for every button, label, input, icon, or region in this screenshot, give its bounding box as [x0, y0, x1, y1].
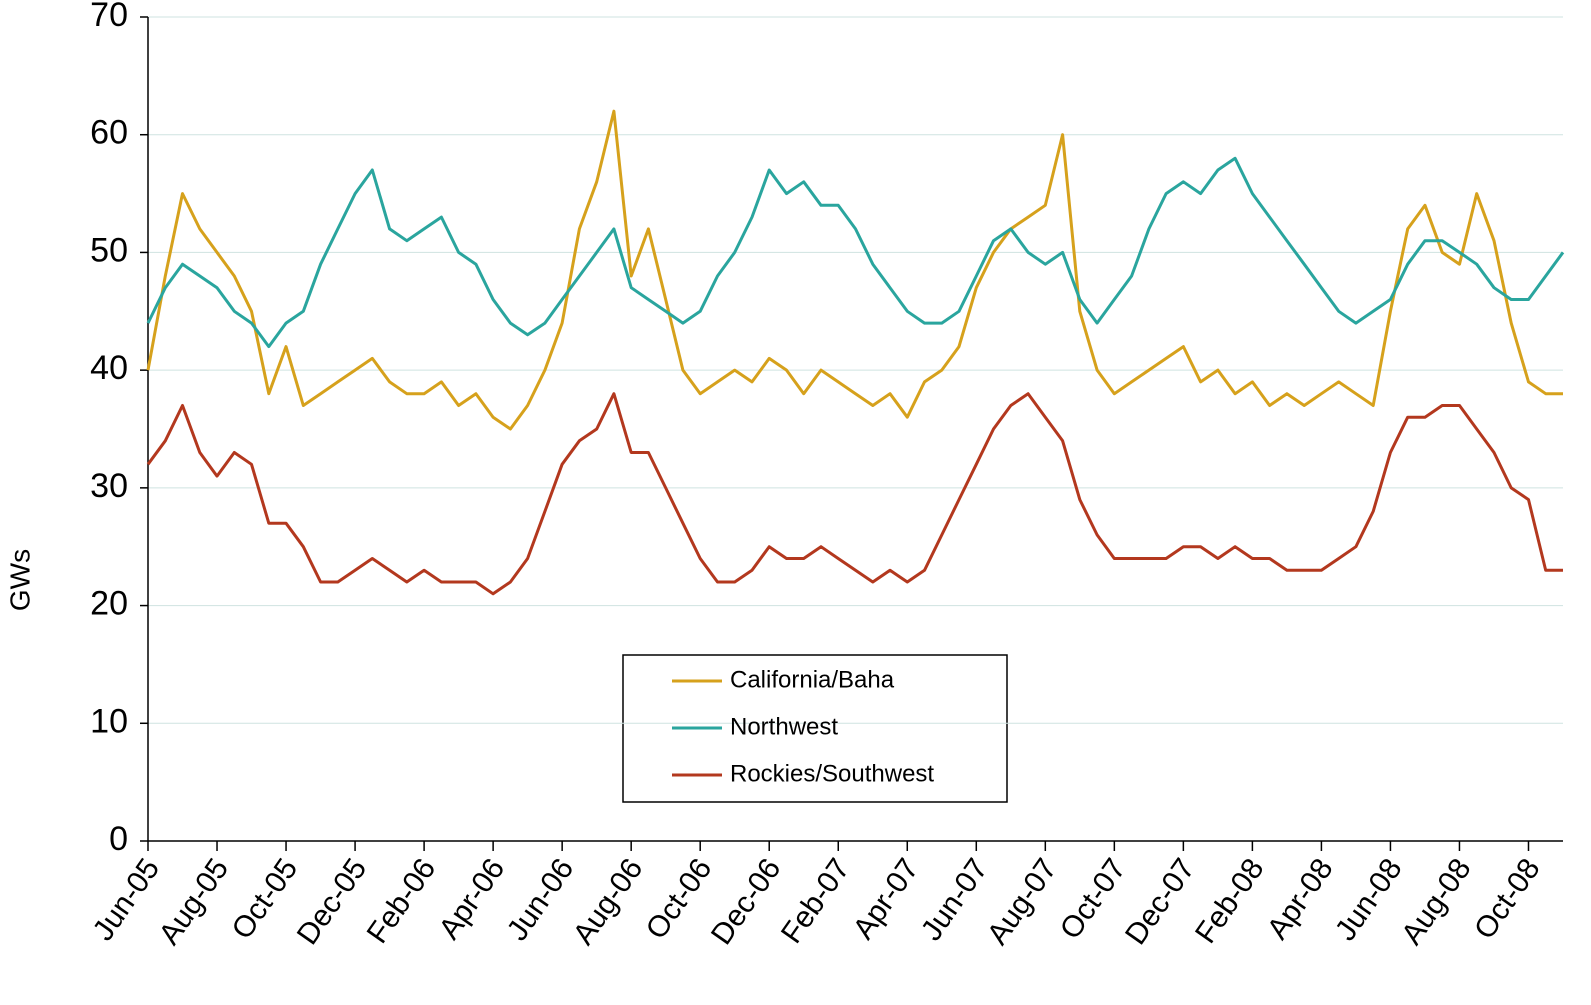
y-tick-label: 50: [90, 231, 128, 269]
legend-label: Northwest: [730, 713, 838, 740]
series-line: [146, 109, 1563, 431]
x-tick-label: Feb-06: [361, 853, 443, 950]
series-line: [146, 156, 1565, 349]
y-tick-label: 30: [90, 467, 128, 505]
y-tick-label: 0: [109, 820, 128, 858]
x-tick-label: Oct-08: [1468, 853, 1547, 946]
y-tick-label: 20: [90, 585, 128, 623]
x-tick-label: Aug-07: [981, 853, 1064, 951]
legend-label: Rockies/Southwest: [730, 760, 934, 787]
x-tick-label: Aug-08: [1395, 853, 1478, 951]
x-tick-label: Aug-05: [153, 853, 236, 951]
y-tick-label: 40: [90, 349, 128, 387]
legend-label: California/Baha: [730, 666, 895, 693]
x-tick-label: Feb-08: [1189, 853, 1271, 950]
x-tick-label: Dec-07: [1119, 853, 1202, 951]
y-axis-label: GWs: [4, 549, 35, 611]
y-tick-label: 60: [90, 114, 128, 152]
y-tick-label: 10: [90, 702, 128, 740]
x-tick-label: Apr-06: [433, 853, 512, 946]
x-tick-label: Apr-08: [1261, 853, 1340, 946]
x-tick-label: Aug-06: [567, 853, 650, 951]
series-line: [146, 392, 1563, 596]
x-tick-label: Dec-05: [291, 853, 374, 951]
y-tick-label: 70: [90, 0, 128, 34]
x-tick-label: Dec-06: [705, 853, 788, 951]
x-tick-label: Apr-07: [847, 853, 926, 946]
x-tick-label: Feb-07: [775, 853, 857, 950]
